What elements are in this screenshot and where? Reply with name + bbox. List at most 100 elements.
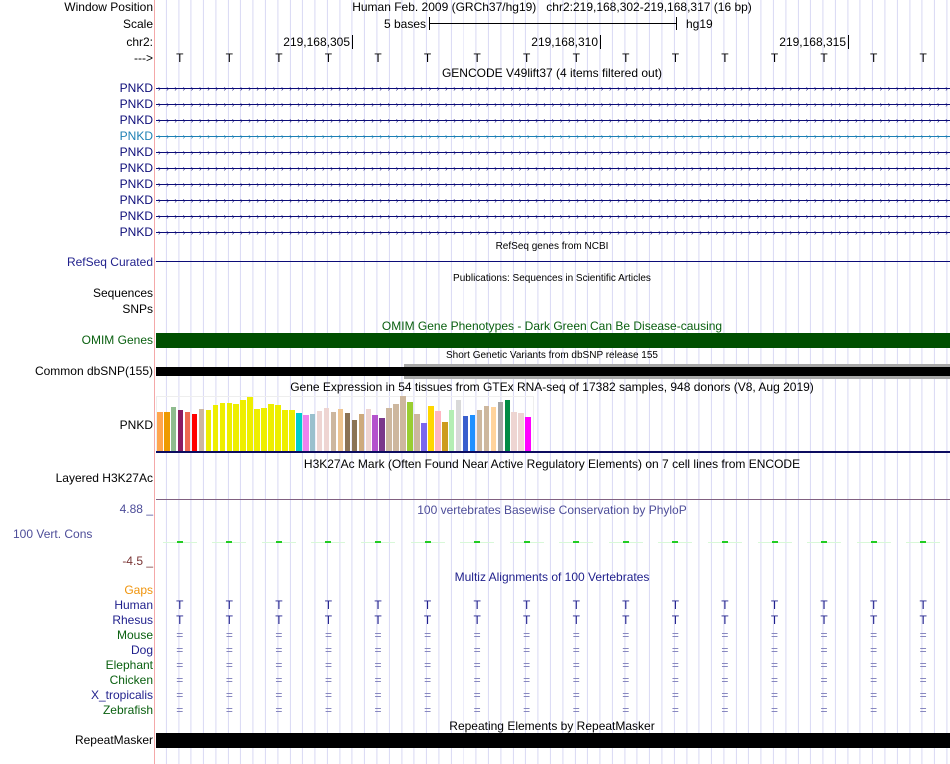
- gtex-tissue-bar[interactable]: [184, 412, 191, 451]
- gtex-tissue-bar[interactable]: [337, 409, 344, 451]
- gencode-transcript[interactable]: › › › › › › › › › › › › › › › › › › › › › › › › › › › › › › › › › › › › › › › ›…: [156, 165, 950, 173]
- gtex-tissue-bar[interactable]: [372, 415, 379, 451]
- gtex-tissue-bar[interactable]: [525, 417, 531, 451]
- strand-arrow-icon: ›: [420, 196, 424, 205]
- gencode-item-label[interactable]: PNKD: [119, 161, 153, 175]
- gtex-tissue-bar[interactable]: [254, 409, 260, 451]
- multiz-species-label[interactable]: Chicken: [109, 673, 153, 687]
- publications-snps-label[interactable]: SNPs: [122, 302, 153, 316]
- gtex-tissue-bar[interactable]: [240, 400, 246, 451]
- gtex-tissue-bar[interactable]: [289, 410, 295, 451]
- refseq-label[interactable]: RefSeq Curated: [66, 255, 153, 269]
- gtex-tissue-bar[interactable]: [344, 413, 351, 451]
- multiz-gaps-label[interactable]: Gaps: [124, 583, 153, 597]
- gtex-tissue-bar[interactable]: [170, 407, 177, 451]
- gtex-tissue-bar[interactable]: [177, 410, 184, 451]
- gencode-item-label[interactable]: PNKD: [119, 225, 153, 239]
- gtex-tissue-bar[interactable]: [316, 411, 323, 451]
- gencode-item-label[interactable]: PNKD: [119, 81, 153, 95]
- gencode-transcript[interactable]: › › › › › › › › › › › › › › › › › › › › › › › › › › › › › › › › › › › › › › › ›…: [156, 149, 950, 157]
- gtex-tissue-bar[interactable]: [163, 412, 170, 451]
- gtex-tissue-bar[interactable]: [351, 420, 358, 451]
- multiz-species-label[interactable]: X_tropicalis: [90, 688, 153, 702]
- publications-sequences-label[interactable]: Sequences: [92, 286, 153, 300]
- gtex-tissue-bar[interactable]: [191, 414, 198, 451]
- gtex-tissue-bar[interactable]: [365, 409, 372, 451]
- gtex-tissue-bar[interactable]: [490, 407, 497, 451]
- gencode-transcript[interactable]: › › › › › › › › › › › › › › › › › › › › › › › › › › › › › › › › › › › › › › › ›…: [156, 133, 950, 141]
- gencode-transcript[interactable]: › › › › › › › › › › › › › › › › › › › › › › › › › › › › › › › › › › › › › › › ›…: [156, 117, 950, 125]
- gtex-tissue-bar[interactable]: [296, 413, 302, 451]
- gtex-tissue-bar[interactable]: [448, 410, 455, 451]
- gtex-tissue-bar[interactable]: [212, 405, 219, 451]
- gtex-tissue-bar[interactable]: [428, 406, 434, 451]
- gencode-transcript[interactable]: › › › › › › › › › › › › › › › › › › › › › › › › › › › › › › › › › › › › › › › ›…: [156, 213, 950, 221]
- refseq-gene-line[interactable]: [156, 261, 950, 262]
- gtex-tissue-bar[interactable]: [233, 404, 240, 451]
- gtex-tissue-bar[interactable]: [476, 410, 483, 451]
- gtex-tissue-bar[interactable]: [226, 403, 233, 451]
- gtex-tissue-bar[interactable]: [511, 412, 518, 451]
- gtex-label[interactable]: PNKD: [119, 418, 153, 432]
- strand-arrow-icon: ›: [863, 228, 866, 237]
- gtex-tissue-bar[interactable]: [198, 409, 205, 451]
- gtex-tissue-bar[interactable]: [379, 418, 385, 451]
- gtex-tissue-bar[interactable]: [261, 408, 267, 451]
- gtex-tissue-bar[interactable]: [400, 396, 406, 451]
- multiz-species-label[interactable]: Zebrafish: [102, 703, 153, 717]
- gtex-tissue-bar[interactable]: [219, 403, 226, 451]
- multiz-species-label[interactable]: Rhesus: [112, 613, 153, 627]
- gencode-transcript[interactable]: › › › › › › › › › › › › › › › › › › › › › › › › › › › › › › › › › › › › › › › ›…: [156, 197, 950, 205]
- multiz-species-label[interactable]: Mouse: [116, 628, 153, 642]
- gtex-tissue-bar[interactable]: [441, 422, 448, 451]
- gencode-transcript[interactable]: › › › › › › › › › › › › › › › › › › › › › › › › › › › › › › › › › › › › › › › ›…: [156, 85, 950, 93]
- gencode-item-label[interactable]: PNKD: [119, 209, 153, 223]
- gtex-tissue-bar[interactable]: [302, 415, 309, 451]
- gencode-item-label[interactable]: PNKD: [119, 113, 153, 127]
- gtex-tissue-bar[interactable]: [275, 405, 281, 451]
- gtex-tissue-bar[interactable]: [421, 423, 427, 451]
- gtex-tissue-bar[interactable]: [393, 404, 399, 451]
- gencode-item-label[interactable]: PNKD: [119, 97, 153, 111]
- gtex-tissue-bar[interactable]: [323, 408, 330, 451]
- dbsnp-label[interactable]: Common dbSNP(155): [34, 364, 153, 378]
- strand-arrow-icon: ›: [650, 180, 653, 189]
- gtex-tissue-bar[interactable]: [407, 402, 413, 451]
- h3k27ac-label[interactable]: Layered H3K27Ac: [55, 471, 153, 485]
- phylop-label[interactable]: 100 Vert. Cons: [13, 527, 93, 541]
- gtex-tissue-bar[interactable]: [469, 415, 476, 451]
- omim-label[interactable]: OMIM Genes: [81, 333, 153, 347]
- gencode-item-label[interactable]: PNKD: [119, 129, 153, 143]
- gtex-tissue-bar[interactable]: [504, 400, 511, 451]
- gtex-tissue-bar[interactable]: [386, 408, 392, 451]
- gtex-tissue-bar[interactable]: [157, 412, 163, 451]
- multiz-species-label[interactable]: Elephant: [105, 658, 153, 672]
- gtex-tissue-bar[interactable]: [309, 414, 316, 451]
- gencode-item-label[interactable]: PNKD: [119, 193, 153, 207]
- multiz-species-label[interactable]: Human: [114, 598, 153, 612]
- gtex-tissue-bar[interactable]: [282, 410, 288, 451]
- gtex-tissue-bar[interactable]: [518, 413, 524, 451]
- gencode-item-label[interactable]: PNKD: [119, 177, 153, 191]
- gtex-tissue-bar[interactable]: [455, 400, 462, 451]
- gtex-tissue-bar[interactable]: [247, 397, 253, 451]
- omim-gene-bar[interactable]: [156, 333, 950, 348]
- gtex-tissue-bar[interactable]: [462, 416, 469, 451]
- gtex-tissue-bar[interactable]: [497, 402, 504, 451]
- gtex-tissue-bar[interactable]: [330, 412, 337, 451]
- gtex-tissue-bar[interactable]: [435, 411, 441, 451]
- gtex-tissue-bar[interactable]: [268, 404, 274, 451]
- gtex-tissue-bar[interactable]: [414, 414, 420, 451]
- gencode-item-label[interactable]: PNKD: [119, 145, 153, 159]
- gencode-transcript[interactable]: › › › › › › › › › › › › › › › › › › › › › › › › › › › › › › › › › › › › › › › ›…: [156, 229, 950, 237]
- gencode-transcript[interactable]: › › › › › › › › › › › › › › › › › › › › › › › › › › › › › › › › › › › › › › › ›…: [156, 181, 950, 189]
- repeatmasker-bar[interactable]: [156, 733, 950, 748]
- dbsnp-variant-black[interactable]: [156, 367, 950, 376]
- repeatmasker-label[interactable]: RepeatMasker: [74, 733, 153, 747]
- gtex-tissue-bar[interactable]: [483, 406, 490, 451]
- gtex-tissue-bar[interactable]: [205, 410, 212, 451]
- gencode-transcript[interactable]: › › › › › › › › › › › › › › › › › › › › › › › › › › › › › › › › › › › › › › › ›…: [156, 101, 950, 109]
- multiz-species-label[interactable]: Dog: [130, 643, 153, 657]
- gtex-tissue-bar[interactable]: [358, 414, 365, 451]
- alignment-match-mark: =: [374, 673, 382, 687]
